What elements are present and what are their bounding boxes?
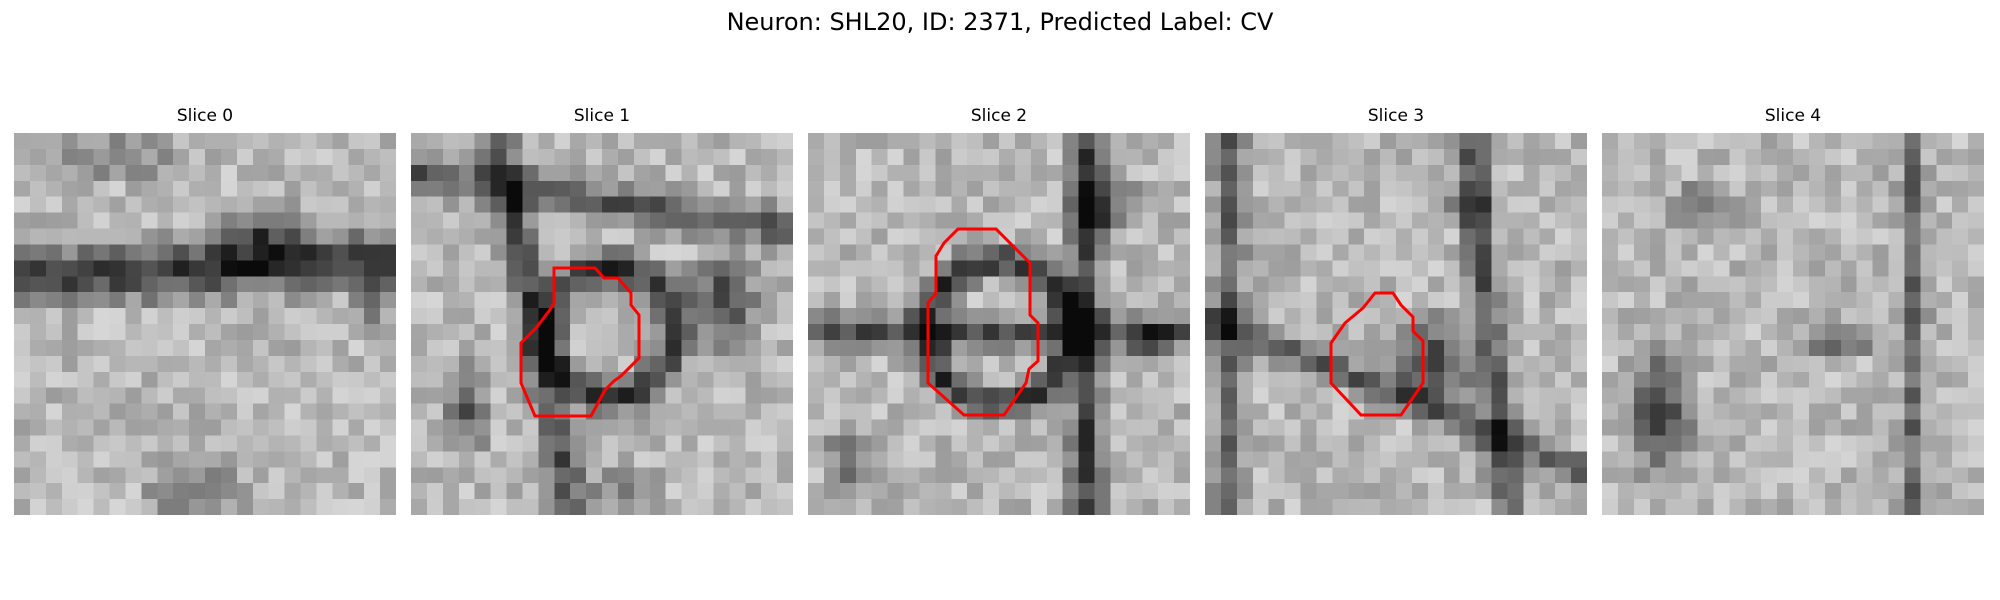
segmentation-outline [1329, 291, 1425, 417]
figure-title: Neuron: SHL20, ID: 2371, Predicted Label… [726, 8, 1274, 36]
panel-title: Slice 3 [1367, 106, 1425, 126]
panel-slice-4: Slice 4 [1602, 104, 1984, 515]
panel-slice-0: Slice 0 [14, 104, 396, 515]
panel-slice-1: Slice 1 [411, 104, 793, 515]
panel-title: Slice 4 [1764, 106, 1822, 126]
panel-title: Slice 2 [970, 106, 1028, 126]
panel-slice-2: Slice 2 [808, 104, 1190, 515]
panel-title: Slice 1 [573, 106, 631, 126]
slice-image [14, 133, 396, 515]
panel-slice-3: Slice 3 [1205, 104, 1587, 515]
slice-image [411, 133, 793, 515]
slice-image [808, 133, 1190, 515]
segmentation-outline [926, 227, 1040, 417]
segmentation-outline [519, 266, 641, 418]
slice-image [1205, 133, 1587, 515]
slice-image [1602, 133, 1984, 515]
panel-title: Slice 0 [176, 106, 234, 126]
